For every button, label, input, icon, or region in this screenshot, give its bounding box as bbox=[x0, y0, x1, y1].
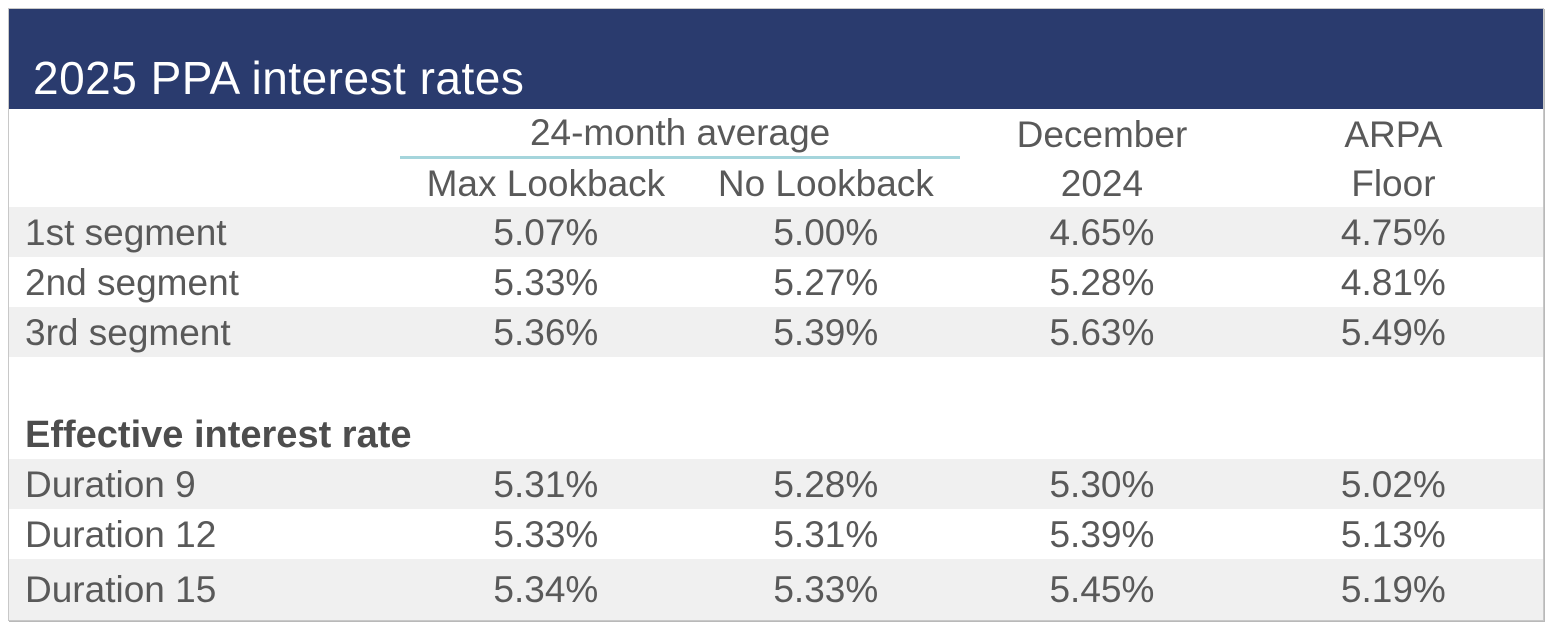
rates-table-container: 2025 PPA interest rates 24-month average… bbox=[8, 8, 1544, 621]
table-row-duration-12: Duration 12 5.33% 5.31% 5.39% 5.13% bbox=[9, 509, 1543, 559]
column-header-2024: 2024 bbox=[1060, 162, 1144, 204]
rate-cell: 5.28% bbox=[1049, 261, 1155, 303]
row-label: Duration 12 bbox=[25, 513, 217, 555]
column-header-no-lookback: No Lookback bbox=[717, 162, 934, 204]
table-row-2nd-segment: 2nd segment 5.33% 5.27% 5.28% 4.81% bbox=[9, 257, 1543, 307]
rate-cell: 5.33% bbox=[773, 569, 879, 610]
rate-cell: 5.00% bbox=[773, 211, 879, 253]
row-label: 2nd segment bbox=[25, 261, 239, 303]
header-row-sub: Max Lookback No Lookback 2024 Floor bbox=[9, 159, 1543, 207]
rate-cell: 5.19% bbox=[1340, 569, 1446, 610]
column-header-december: December bbox=[1016, 113, 1188, 155]
rate-cell: 5.39% bbox=[1049, 513, 1155, 555]
rate-cell: 5.33% bbox=[493, 513, 599, 555]
rate-cell: 5.45% bbox=[1049, 569, 1155, 610]
rate-cell: 5.31% bbox=[773, 513, 879, 555]
table-row-duration-9: Duration 9 5.31% 5.28% 5.30% 5.02% bbox=[9, 459, 1543, 509]
section-heading-row: Effective interest rate bbox=[9, 411, 1543, 459]
header-row-group: 24-month average December ARPA bbox=[9, 109, 1543, 159]
table-row-3rd-segment: 3rd segment 5.36% 5.39% 5.63% 5.49% bbox=[9, 307, 1543, 357]
row-label: 1st segment bbox=[25, 211, 227, 253]
column-header-floor: Floor bbox=[1351, 162, 1436, 204]
page-title: 2025 PPA interest rates bbox=[33, 52, 525, 104]
rate-cell: 5.34% bbox=[493, 569, 599, 610]
rate-cell: 5.13% bbox=[1340, 513, 1446, 555]
rate-cell: 4.75% bbox=[1340, 211, 1446, 253]
rate-cell: 4.81% bbox=[1340, 261, 1446, 303]
row-label: Duration 9 bbox=[25, 463, 196, 505]
rate-cell: 5.33% bbox=[493, 261, 599, 303]
rate-cell: 5.27% bbox=[773, 261, 879, 303]
table-row-1st-segment: 1st segment 5.07% 5.00% 4.65% 4.75% bbox=[9, 207, 1543, 257]
column-header-arpa: ARPA bbox=[1344, 113, 1443, 155]
rate-cell: 5.49% bbox=[1340, 311, 1446, 353]
section-heading: Effective interest rate bbox=[25, 414, 412, 456]
rate-cell: 5.39% bbox=[773, 311, 879, 353]
title-banner: 2025 PPA interest rates bbox=[9, 9, 1543, 109]
rate-cell: 5.28% bbox=[773, 463, 879, 505]
rate-cell: 5.63% bbox=[1049, 311, 1155, 353]
rate-cell: 5.02% bbox=[1340, 463, 1446, 505]
rate-cell: 5.30% bbox=[1049, 463, 1155, 505]
row-label: 3rd segment bbox=[25, 311, 231, 353]
column-group-header: 24-month average bbox=[400, 109, 961, 159]
rate-cell: 5.36% bbox=[493, 311, 599, 353]
rate-cell: 4.65% bbox=[1049, 211, 1155, 253]
section-gap bbox=[9, 357, 1543, 411]
column-header-max-lookback: Max Lookback bbox=[426, 162, 666, 204]
rate-cell: 5.31% bbox=[493, 463, 599, 505]
table-row-duration-15: Duration 15 5.34% 5.33% 5.45% 5.19% bbox=[9, 559, 1543, 620]
row-label: Duration 15 bbox=[25, 569, 217, 610]
rate-cell: 5.07% bbox=[493, 211, 599, 253]
